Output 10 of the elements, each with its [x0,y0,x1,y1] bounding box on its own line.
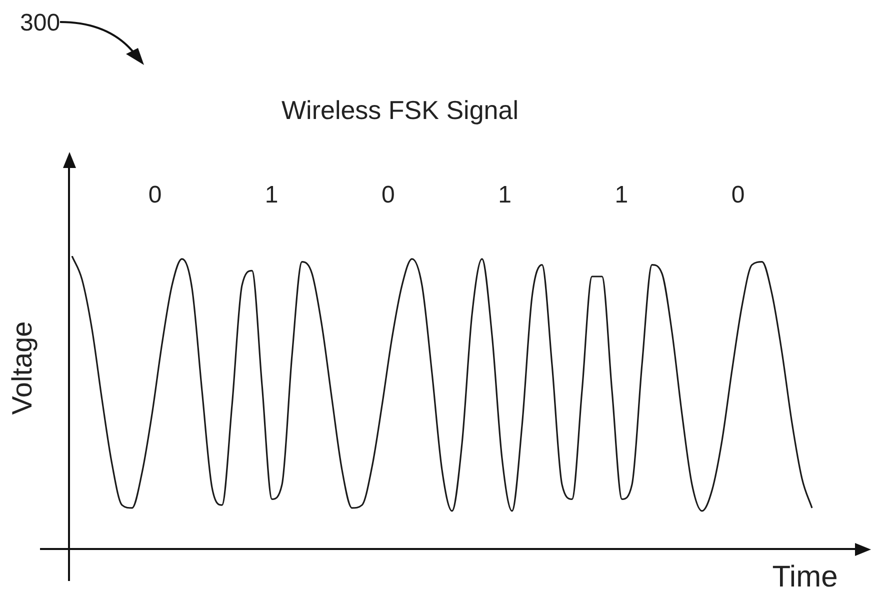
text: 300 [20,10,60,37]
text: 0 [148,182,162,209]
x-axis-title: Time [772,560,838,594]
text: 1 [264,182,278,209]
text: 1 [614,182,628,209]
text: 0 [731,182,745,209]
text: 0 [382,182,395,209]
text: 1 [498,182,512,209]
y-axis-title: Voltage [6,321,38,415]
chart-title: Wireless FSK Signal [282,95,518,126]
